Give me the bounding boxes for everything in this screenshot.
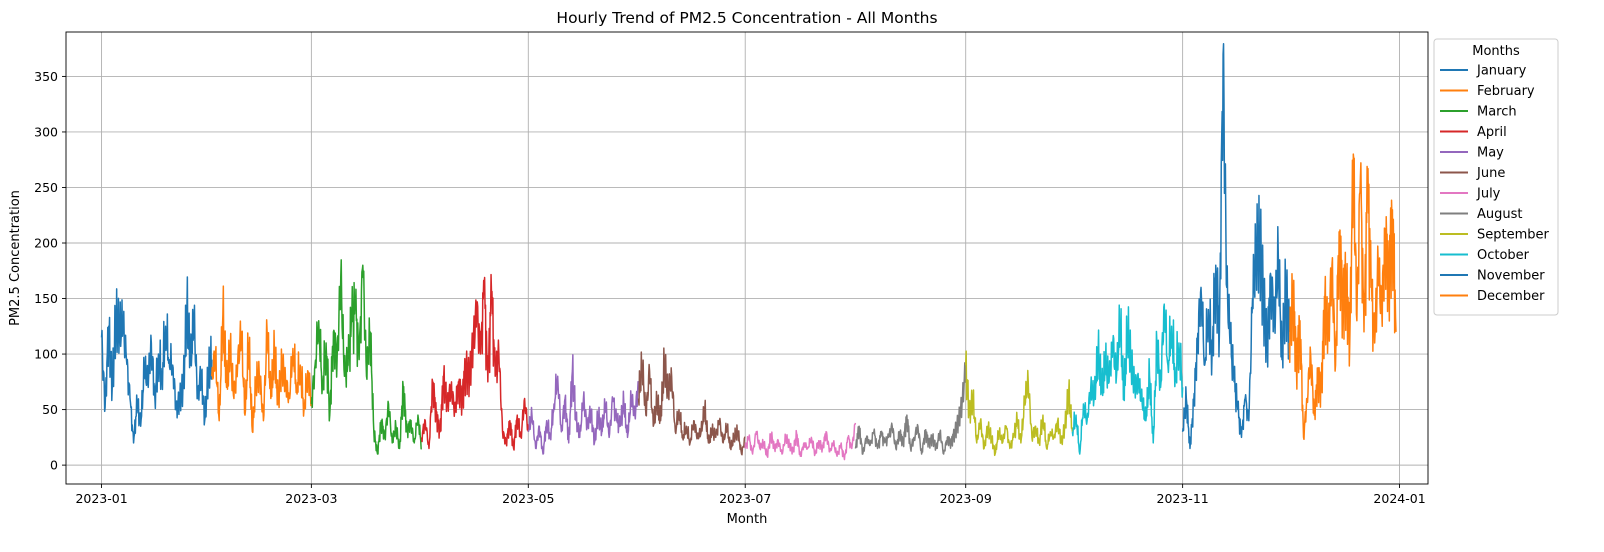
y-tick-label: 50 [42,402,58,417]
series-line-august [854,362,967,455]
x-tick-label: 2023-11 [1157,491,1209,506]
legend-label: May [1477,146,1504,161]
series-line-march [310,259,423,455]
x-tick-label: 2023-09 [940,491,992,506]
series-line-october [1071,303,1184,455]
legend-label: October [1477,248,1530,263]
legend-label: January [1476,64,1527,79]
series-line-february [211,285,313,434]
axes-frame [65,31,1429,485]
grid-lines [66,32,1428,484]
legend: Months JanuaryFebruaryMarchAprilMayJuneJ… [1433,38,1559,316]
series-line-january [100,276,213,444]
legend-label: February [1477,84,1535,99]
chart-title: Hourly Trend of PM2.5 Concentration - Al… [556,9,937,27]
series-line-december [1288,153,1397,441]
y-tick-label: 200 [34,236,58,251]
series-line-june [637,347,746,456]
legend-label: September [1477,228,1550,243]
y-tick-label: 150 [34,291,58,306]
series-line-september [964,350,1074,457]
series-line-april [420,273,530,451]
y-axis-label: PM2.5 Concentration [8,190,23,326]
legend-entries: January February March April May June July Augu… [1440,64,1550,304]
legend-label: July [1476,187,1501,202]
legend-label: December [1477,289,1545,304]
y-tick-label: 100 [34,347,58,362]
x-tick-label: 2023-01 [75,491,127,506]
legend-title: Months [1472,44,1520,59]
series-lines [100,43,1397,461]
series-line-july [744,422,857,461]
legend-label: March [1477,105,1517,120]
legend-frame [1433,38,1559,316]
legend-label: August [1477,207,1523,222]
x-tick-label: 2023-07 [719,491,771,506]
legend-label: June [1476,166,1505,181]
x-tick-label: 2023-03 [285,491,337,506]
x-tick-label: 2023-05 [502,491,554,506]
series-line-may [527,354,639,455]
axis-ticks: 2023-01 2023-03 2023-05 2023-07 2023-09 2023-… [34,69,1426,506]
x-tick-label: 2024-01 [1373,491,1425,506]
series-line-november [1181,43,1291,450]
legend-label: April [1477,125,1507,140]
legend-label: November [1477,269,1545,284]
y-tick-label: 350 [34,69,58,84]
y-tick-label: 250 [34,180,58,195]
x-axis-label: Month [727,512,768,527]
y-tick-label: 0 [50,458,58,473]
y-tick-label: 300 [34,124,58,139]
